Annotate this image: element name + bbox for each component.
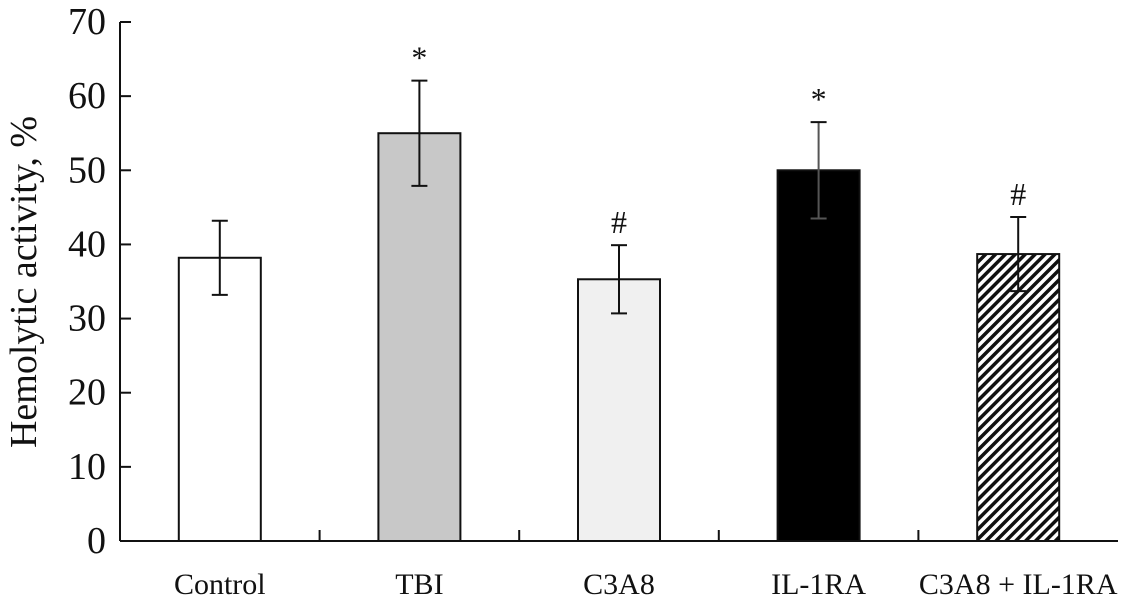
x-category-label: C3A8 xyxy=(583,568,655,601)
y-tick-label: 0 xyxy=(87,520,106,562)
y-tick-label: 30 xyxy=(68,298,106,340)
bar-tbi xyxy=(377,132,462,542)
x-category-label: IL-1RA xyxy=(771,568,866,601)
significance-marker: * xyxy=(811,81,827,117)
x-category-label: Control xyxy=(174,568,266,601)
x-category-label: TBI xyxy=(395,568,443,601)
significance-marker: * xyxy=(411,40,427,76)
y-tick-label: 50 xyxy=(68,149,106,191)
y-axis-label: Hemolytic activity, % xyxy=(3,116,45,448)
bar-control xyxy=(177,256,262,542)
y-tick-label: 70 xyxy=(68,1,106,43)
axes: 0 10 20 30 40 50 60 70 Control TBI C3A8 IL-1RA C3A8 … xyxy=(68,1,1118,601)
bar-c3a8 xyxy=(577,278,661,542)
y-tick-label: 10 xyxy=(68,446,106,488)
x-category-label: C3A8 + IL-1RA xyxy=(919,568,1118,601)
y-tick-label: 40 xyxy=(68,223,106,265)
bar-il-1ra xyxy=(776,169,861,543)
bars-group: * # * # xyxy=(177,40,1061,543)
significance-marker: # xyxy=(1010,176,1026,212)
y-tick-label: 60 xyxy=(68,75,106,117)
significance-marker: # xyxy=(611,204,627,240)
y-tick-label: 20 xyxy=(68,372,106,414)
bar-c3a8-il-1ra xyxy=(976,253,1061,542)
